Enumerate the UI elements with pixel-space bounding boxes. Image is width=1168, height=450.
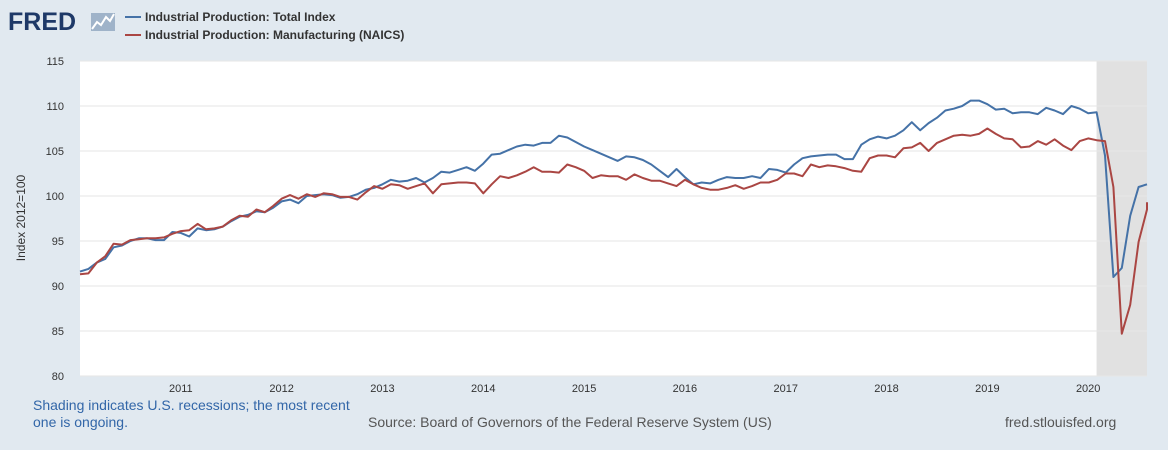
recession-note: Shading indicates U.S. recessions; the m… bbox=[33, 397, 350, 430]
source-note: Source: Board of Governors of the Federa… bbox=[368, 414, 772, 430]
legend-label-manufacturing: Industrial Production: Manufacturing (NA… bbox=[145, 28, 404, 42]
series-line-manufacturing[interactable] bbox=[79, 127, 1148, 335]
x-tick-label: 2020 bbox=[1076, 383, 1100, 395]
fred-logo[interactable]: FRED bbox=[8, 8, 115, 36]
series-line-total[interactable] bbox=[79, 99, 1148, 278]
x-tick-label: 2019 bbox=[975, 383, 999, 395]
site-link[interactable]: fred.stlouisfed.org bbox=[1005, 414, 1117, 430]
x-tick-label: 2015 bbox=[572, 383, 596, 395]
legend-label-total: Industrial Production: Total Index bbox=[145, 10, 336, 24]
x-tick-label: 2017 bbox=[773, 383, 797, 395]
x-tick-label: 2014 bbox=[471, 383, 495, 395]
grid bbox=[80, 60, 1147, 377]
y-tick-label: 115 bbox=[46, 56, 64, 68]
x-tick-label: 2012 bbox=[269, 383, 293, 395]
plot-area bbox=[80, 61, 1147, 376]
x-tick-label: 2013 bbox=[370, 383, 394, 395]
y-tick-label: 105 bbox=[46, 146, 64, 158]
y-tick-label: 95 bbox=[52, 236, 64, 248]
series-lines bbox=[79, 99, 1148, 335]
y-tick-label: 100 bbox=[46, 191, 64, 203]
x-tick-label: 2018 bbox=[874, 383, 898, 395]
legend: Industrial Production: Total Index Indus… bbox=[125, 10, 404, 42]
y-axis: 80 85 90 95 100 105 110 115 bbox=[46, 56, 64, 383]
y-tick-label: 80 bbox=[52, 371, 64, 383]
y-axis-label: Index 2012=100 bbox=[14, 174, 28, 261]
fred-logo-graph-icon bbox=[91, 13, 115, 31]
y-tick-label: 85 bbox=[52, 326, 64, 338]
y-tick-label: 90 bbox=[52, 281, 64, 293]
y-tick-label: 110 bbox=[46, 101, 64, 113]
x-axis: 2011 2012 2013 2014 2015 2016 2017 2018 2019 2020 bbox=[169, 383, 1100, 395]
x-tick-label: 2016 bbox=[673, 383, 697, 395]
fred-logo-text: FRED bbox=[8, 8, 76, 36]
x-tick-label: 2011 bbox=[169, 383, 193, 395]
